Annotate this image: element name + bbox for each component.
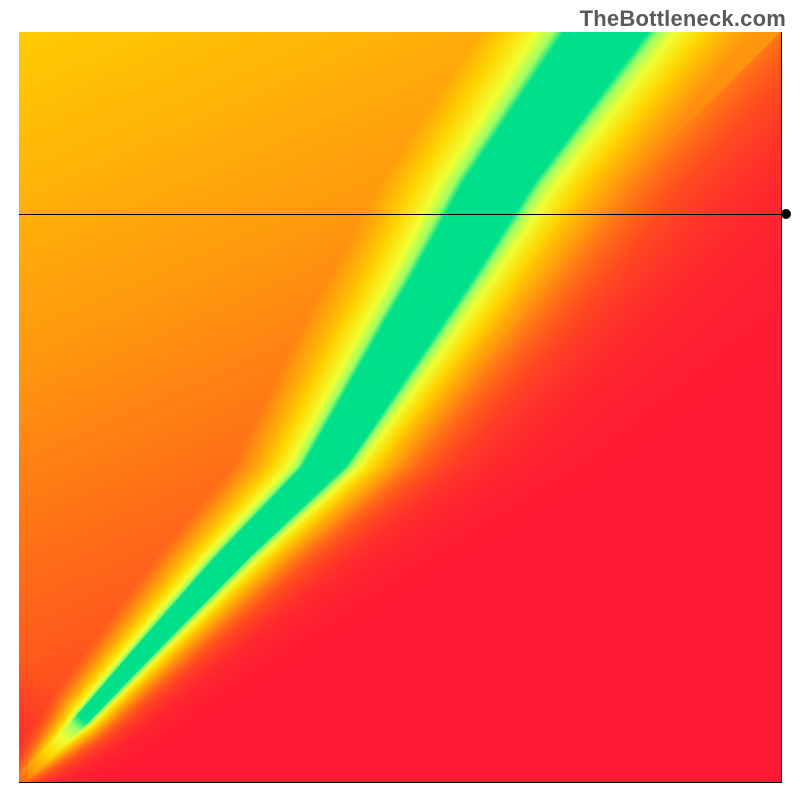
heatmap-canvas xyxy=(19,32,781,782)
watermark: TheBottleneck.com xyxy=(580,6,786,32)
horizontal-threshold-line xyxy=(19,214,781,215)
threshold-end-marker xyxy=(781,209,791,219)
heatmap-plot xyxy=(19,32,782,783)
